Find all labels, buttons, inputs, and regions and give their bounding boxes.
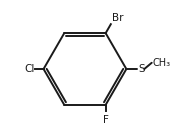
Text: Br: Br bbox=[112, 13, 124, 23]
Text: Cl: Cl bbox=[24, 64, 35, 74]
Text: F: F bbox=[103, 115, 109, 125]
Text: S: S bbox=[138, 64, 145, 74]
Text: CH₃: CH₃ bbox=[152, 58, 170, 68]
